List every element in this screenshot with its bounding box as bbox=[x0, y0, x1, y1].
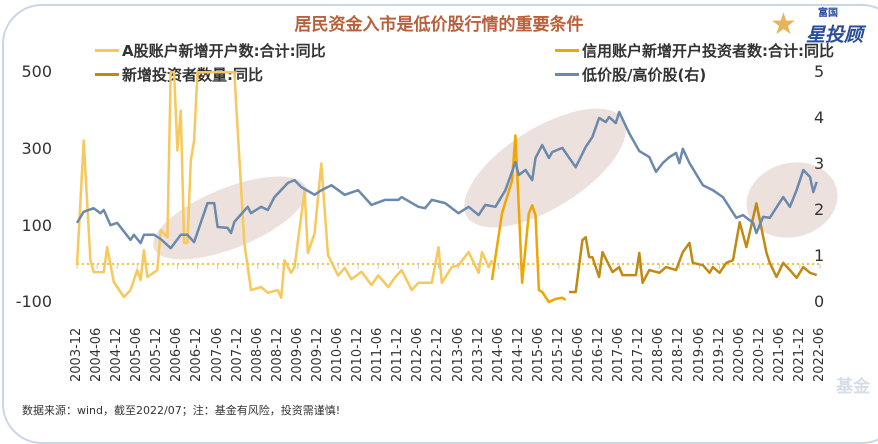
x-tick-label: 2012-06 bbox=[410, 327, 426, 382]
x-tick-label: 2007-06 bbox=[209, 327, 225, 382]
logo-main-text: 星投顾 bbox=[806, 24, 864, 46]
x-tick-label: 2017-12 bbox=[631, 327, 647, 382]
x-tick-label: 2008-06 bbox=[249, 327, 265, 382]
brand-logo: ★ 富国 星投顾 bbox=[770, 4, 874, 48]
x-tick-label: 2004-12 bbox=[109, 327, 125, 382]
x-tick-label: 2008-12 bbox=[269, 327, 285, 382]
watermark: 基金 bbox=[836, 377, 870, 397]
x-tick-label: 2019-06 bbox=[691, 327, 707, 382]
x-tick-label: 2007-12 bbox=[229, 327, 245, 382]
y-left-tick-label: 300 bbox=[21, 138, 52, 158]
y-right-tick-label: 4 bbox=[814, 108, 825, 127]
x-tick-label: 2018-12 bbox=[671, 327, 687, 382]
star-icon: ★ bbox=[770, 7, 797, 42]
series-line-3 bbox=[75, 110, 818, 250]
legend-swatch bbox=[555, 73, 579, 76]
legend-swatch bbox=[95, 73, 119, 76]
x-tick-label: 2010-12 bbox=[350, 327, 366, 382]
legend-swatch bbox=[555, 49, 579, 52]
legend-swatch bbox=[95, 49, 119, 52]
x-tick-label: 2012-12 bbox=[430, 327, 446, 382]
x-tick-label: 2013-12 bbox=[470, 327, 486, 382]
y-right-tick-label: 1 bbox=[814, 246, 825, 265]
x-tick-label: 2021-06 bbox=[771, 327, 787, 382]
x-tick-label: 2018-06 bbox=[651, 327, 667, 382]
x-tick-label: 2005-12 bbox=[149, 327, 165, 382]
x-tick-label: 2022-06 bbox=[812, 327, 827, 382]
legend-item-new-investors: 新增投资者数量:同比 bbox=[95, 64, 263, 85]
legend-item-low-high-ratio: 低价股/高价股(右) bbox=[555, 64, 706, 85]
series-line-1 bbox=[490, 134, 567, 304]
legend-label: 低价股/高价股(右) bbox=[582, 66, 707, 84]
x-tick-label: 2020-06 bbox=[731, 327, 747, 382]
x-tick-label: 2006-12 bbox=[189, 327, 205, 382]
y-right-tick-label: 3 bbox=[814, 154, 825, 173]
y-right-tick-label: 0 bbox=[814, 292, 825, 311]
legend-label: 新增投资者数量:同比 bbox=[122, 66, 263, 84]
x-tick-label: 2011-06 bbox=[370, 327, 386, 382]
legend-label: A股账户新增开户数:合计:同比 bbox=[122, 42, 326, 60]
legend-item-credit: 信用账户新增开户投资者数:合计:同比 bbox=[555, 40, 834, 61]
x-tick-label: 2005-06 bbox=[129, 327, 145, 382]
y-left-tick-label: 500 bbox=[21, 62, 52, 82]
legend-item-a-share: A股账户新增开户数:合计:同比 bbox=[95, 40, 326, 61]
series-line-0 bbox=[75, 71, 494, 299]
chart-title: 居民资金入市是低价股行情的重要条件 bbox=[294, 15, 584, 35]
x-tick-label: 2006-06 bbox=[169, 327, 185, 382]
x-tick-label: 2015-06 bbox=[530, 327, 546, 382]
x-tick-label: 2019-12 bbox=[711, 327, 727, 382]
x-tick-label: 2009-12 bbox=[309, 327, 325, 382]
x-tick-label: 2016-12 bbox=[591, 327, 607, 382]
y-left-tick-label: -100 bbox=[15, 292, 52, 312]
plot-area bbox=[75, 71, 838, 304]
x-tick-label: 2009-06 bbox=[289, 327, 305, 382]
y-right-tick-label: 5 bbox=[814, 62, 825, 81]
x-tick-label: 2016-06 bbox=[571, 327, 587, 382]
series-line-2 bbox=[569, 202, 818, 294]
y-left-tick-label: 100 bbox=[21, 215, 52, 235]
x-tick-label: 2015-12 bbox=[550, 327, 566, 382]
x-tick-label: 2017-06 bbox=[611, 327, 627, 382]
x-tick-label: 2003-12 bbox=[69, 327, 84, 382]
x-tick-label: 2011-12 bbox=[390, 327, 406, 382]
source-note: 数据来源：wind，截至2022/07；注：基金有风险，投资需谨慎! bbox=[22, 404, 341, 417]
x-tick-label: 2014-06 bbox=[490, 327, 506, 382]
x-tick-label: 2004-06 bbox=[89, 327, 105, 382]
logo-top-text: 富国 bbox=[818, 8, 838, 19]
x-tick-label: 2020-12 bbox=[751, 327, 767, 382]
highlight-ellipse bbox=[464, 108, 626, 228]
x-tick-label: 2010-06 bbox=[330, 327, 346, 382]
x-tick-label: 2013-06 bbox=[450, 327, 466, 382]
legend-label: 信用账户新增开户投资者数:合计:同比 bbox=[582, 42, 834, 60]
x-tick-label: 2021-12 bbox=[791, 327, 807, 382]
x-tick-label: 2014-12 bbox=[510, 327, 526, 382]
y-right-tick-label: 2 bbox=[814, 200, 825, 219]
